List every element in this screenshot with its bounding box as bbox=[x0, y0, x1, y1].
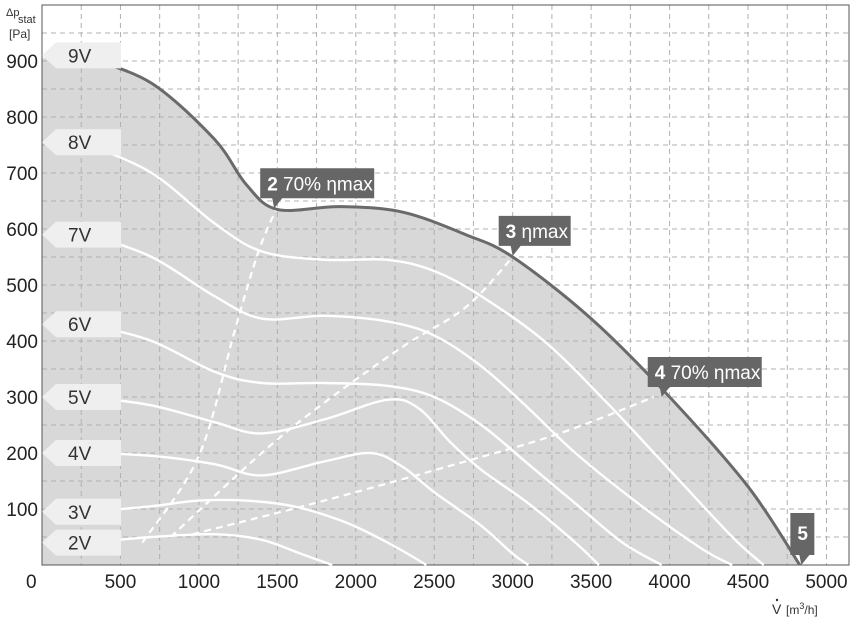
voltage-label-text: 6V bbox=[68, 315, 92, 336]
voltage-label-9V: 9V bbox=[42, 42, 121, 69]
voltage-label-4V: 4V bbox=[42, 440, 121, 466]
x-tick-label: 3000 bbox=[492, 572, 534, 593]
x-tick-label: 1000 bbox=[178, 572, 220, 593]
y-tick-label: 600 bbox=[6, 220, 38, 241]
voltage-tag bbox=[42, 384, 121, 410]
operating-point-marker bbox=[790, 513, 815, 565]
curve-5V bbox=[88, 395, 600, 566]
plot-frame bbox=[41, 4, 850, 566]
y-axis-label: Δp bbox=[6, 7, 19, 19]
voltage-label-3V: 3V bbox=[42, 498, 121, 525]
x-axis-unit-start: [m bbox=[786, 603, 799, 617]
y-tick-label: 900 bbox=[6, 52, 38, 73]
operating-point-4: 4 70% ηmax bbox=[647, 357, 762, 397]
operating-point-number: 2 bbox=[267, 174, 278, 195]
y-axis-unit: [Pa] bbox=[9, 27, 30, 41]
voltage-tag bbox=[42, 498, 121, 525]
operating-point-labels: 2 70% ηmax 3 ηmax 4 70% ηmax 5 bbox=[260, 168, 815, 565]
x-axis-label: V bbox=[772, 601, 782, 617]
operating-point-3: 3 ηmax bbox=[498, 215, 571, 256]
operating-line bbox=[141, 206, 279, 544]
grid bbox=[41, 4, 850, 566]
x-tick-label: 1500 bbox=[256, 572, 298, 593]
operating-point-marker bbox=[260, 168, 375, 209]
voltage-tag bbox=[42, 311, 121, 338]
x-axis-unit: [m3/h] bbox=[786, 601, 818, 617]
voltage-label-text: 8V bbox=[68, 133, 92, 154]
axes: 0 500 1000 1500 2000 2500 3000 3500 4000 4500 5000… bbox=[6, 52, 847, 593]
x-tick-label: 4000 bbox=[648, 572, 690, 593]
voltage-label-8V: 8V bbox=[42, 129, 121, 156]
voltage-label-text: 5V bbox=[68, 388, 92, 409]
voltage-label-2V: 2V bbox=[42, 529, 121, 556]
curve-3V bbox=[88, 498, 428, 567]
y-tick-label: 400 bbox=[6, 332, 38, 353]
curve-8V bbox=[88, 143, 765, 566]
y-tick-label: 100 bbox=[6, 500, 38, 521]
x-axis-unit-end: /h] bbox=[804, 603, 817, 617]
curve-7V bbox=[88, 233, 733, 567]
flow-rate-dot bbox=[775, 598, 779, 602]
operating-point-text: 5 bbox=[797, 524, 808, 545]
curve-6V bbox=[88, 323, 663, 567]
curve-9V bbox=[88, 56, 802, 566]
y-axis-title: Δp stat [Pa] bbox=[6, 7, 36, 41]
operating-line bbox=[192, 395, 655, 536]
curve-4V bbox=[89, 451, 530, 566]
x-tick-label: 500 bbox=[105, 572, 137, 593]
x-tick-label: 2000 bbox=[335, 572, 377, 593]
operating-lines bbox=[141, 206, 655, 544]
operating-point-marker bbox=[498, 215, 571, 256]
operating-point-5: 5 bbox=[790, 513, 815, 565]
voltage-label-text: 3V bbox=[68, 503, 92, 524]
curve-2V bbox=[88, 532, 333, 567]
voltage-label-7V: 7V bbox=[42, 221, 121, 248]
operating-point-2: 2 70% ηmax bbox=[260, 168, 375, 209]
x-tick-label: 0 bbox=[26, 572, 37, 593]
y-tick-label: 300 bbox=[6, 388, 38, 409]
voltage-tag bbox=[42, 529, 121, 556]
envelope-fill bbox=[42, 58, 800, 565]
operating-point-text: 2 70% ηmax bbox=[267, 174, 373, 195]
voltage-label-5V: 5V bbox=[42, 384, 121, 410]
y-tick-label: 500 bbox=[6, 276, 38, 297]
operating-point-number: 4 bbox=[655, 363, 666, 384]
voltage-tag bbox=[42, 129, 121, 156]
voltage-labels: 9V 8V 7V 6V 5V 4V 3V 2V bbox=[42, 42, 121, 556]
voltage-label-text: 7V bbox=[68, 226, 92, 247]
operating-point-text: 4 70% ηmax bbox=[655, 363, 761, 384]
x-axis-unit-sup: 3 bbox=[799, 601, 804, 611]
operating-point-text: 3 ηmax bbox=[506, 222, 569, 243]
x-tick-label: 5000 bbox=[805, 572, 847, 593]
voltage-label-text: 9V bbox=[68, 46, 92, 67]
y-tick-label: 800 bbox=[6, 108, 38, 129]
operating-line bbox=[169, 256, 514, 538]
voltage-tag bbox=[42, 42, 121, 69]
operating-point-number: 3 bbox=[506, 222, 517, 243]
operating-point-desc: 70% ηmax bbox=[278, 174, 374, 195]
operating-point-number: 5 bbox=[797, 524, 808, 545]
operating-point-desc: 70% ηmax bbox=[665, 363, 761, 384]
voltage-label-text: 2V bbox=[68, 534, 92, 555]
y-tick-label: 700 bbox=[6, 164, 38, 185]
voltage-label-text: 4V bbox=[68, 444, 92, 465]
y-tick-label: 200 bbox=[6, 444, 38, 465]
voltage-label-6V: 6V bbox=[42, 311, 121, 338]
x-tick-label: 4500 bbox=[727, 572, 769, 593]
x-axis-title: V [m3/h] bbox=[772, 598, 818, 617]
voltage-curves bbox=[88, 56, 802, 567]
x-tick-label: 2500 bbox=[413, 572, 455, 593]
operating-point-desc: ηmax bbox=[516, 222, 568, 243]
x-tick-label: 3500 bbox=[570, 572, 612, 593]
voltage-tag bbox=[42, 221, 121, 248]
fill-region bbox=[42, 58, 800, 565]
y-axis-label-sub: stat bbox=[18, 14, 36, 26]
operating-point-marker bbox=[647, 357, 762, 397]
voltage-tag bbox=[42, 440, 121, 466]
